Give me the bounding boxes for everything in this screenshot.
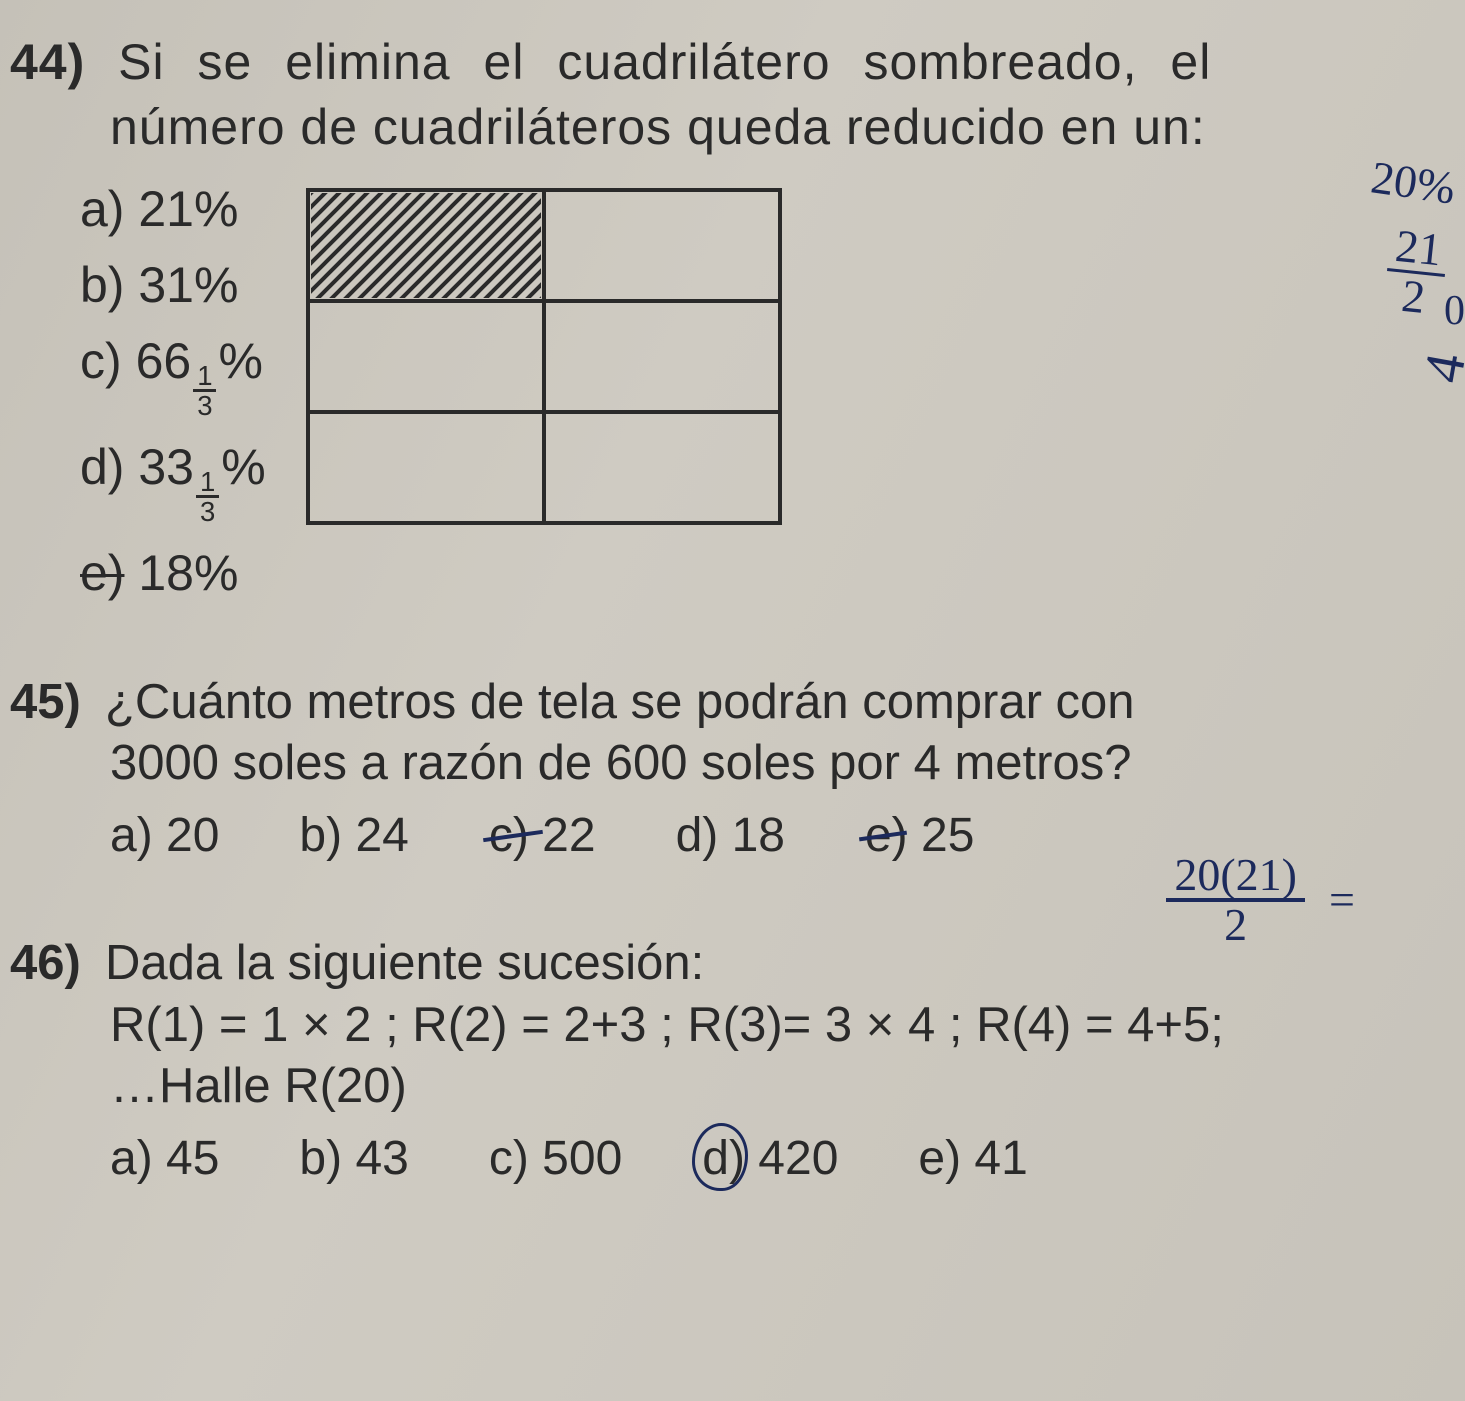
question-45: 45)¿Cuánto metros de tela se podrán comp… bbox=[10, 672, 1425, 864]
grid-cell bbox=[544, 301, 780, 412]
q46-stem-line2: R(1) = 1 × 2 ; R(2) = 2+3 ; R(3)= 3 × 4 … bbox=[110, 995, 1425, 1056]
opt-prefix: 66 bbox=[136, 333, 192, 389]
worksheet-page: 44) Si se elimina el cuadrilátero sombre… bbox=[0, 0, 1465, 1401]
q44-stem-line1: Si se elimina el cuadrilátero sombreado,… bbox=[118, 34, 1211, 90]
opt-text: 22 bbox=[542, 809, 595, 862]
q46-option-d: d) 420 bbox=[702, 1131, 838, 1186]
opt-text: 420 bbox=[758, 1132, 838, 1185]
opt-label: d) bbox=[702, 1132, 745, 1185]
opt-suffix: % bbox=[218, 333, 262, 389]
opt-label: b) bbox=[80, 257, 124, 313]
q44-option-a: a) 21% bbox=[80, 180, 266, 238]
q45-stem-line1: ¿Cuánto metros de tela se podrán comprar… bbox=[105, 675, 1135, 729]
frac-num: 1 bbox=[193, 362, 216, 393]
q44-option-b: b) 31% bbox=[80, 256, 266, 314]
opt-label: e) bbox=[80, 545, 124, 601]
grid-cell bbox=[308, 412, 544, 523]
opt-text: 43 bbox=[355, 1132, 408, 1185]
q45-option-e: e) 25 bbox=[865, 808, 974, 863]
opt-label: c) bbox=[489, 1132, 529, 1185]
frac-den: 3 bbox=[193, 392, 216, 420]
q45-option-a: a) 20 bbox=[110, 808, 219, 863]
q46-stem-line3: …Halle R(20) bbox=[110, 1056, 1425, 1117]
q44-option-d: d) 3313% bbox=[80, 438, 266, 526]
opt-label: e) bbox=[918, 1132, 961, 1185]
opt-label: b) bbox=[299, 809, 342, 862]
handwriting-q45: 20(21) 2 bbox=[1166, 852, 1305, 948]
grid-cell-shaded bbox=[308, 190, 544, 301]
handwriting-frac-den: 2 bbox=[1166, 902, 1305, 948]
handwriting-20pct: 20% bbox=[1368, 154, 1458, 211]
opt-text: 21% bbox=[138, 181, 238, 237]
q44-body: a) 21% b) 31% c) 6613% d) 3313% e) 18% bbox=[10, 180, 1425, 602]
quadrilateral-grid bbox=[306, 188, 782, 525]
opt-text: 20 bbox=[166, 809, 219, 862]
q44-options: a) 21% b) 31% c) 6613% d) 3313% e) 18% bbox=[80, 180, 266, 602]
opt-label: c) bbox=[80, 333, 122, 389]
opt-text: 25 bbox=[921, 809, 974, 862]
q45-stem-line2: 3000 soles a razón de 600 soles por 4 me… bbox=[110, 733, 1425, 794]
q45-number: 45) bbox=[10, 672, 105, 733]
q44-figure bbox=[306, 188, 782, 602]
q46-stem-line1: Dada la siguiente sucesión: bbox=[105, 936, 704, 990]
opt-label: a) bbox=[110, 1132, 153, 1185]
grid-cell bbox=[308, 301, 544, 412]
opt-text: 45 bbox=[166, 1132, 219, 1185]
handwriting-frac-den: 2 bbox=[1382, 271, 1444, 323]
q46-option-a: a) 45 bbox=[110, 1131, 219, 1186]
q46-number: 46) bbox=[10, 933, 105, 994]
frac-num: 1 bbox=[196, 468, 219, 499]
q44-stem-line2: número de cuadriláteros queda reducido e… bbox=[110, 95, 1425, 160]
fraction: 13 bbox=[196, 468, 219, 526]
q46-option-c: c) 500 bbox=[489, 1131, 622, 1186]
hatch-icon bbox=[311, 193, 541, 298]
q44-number: 44) bbox=[10, 34, 85, 90]
q44-option-c: c) 6613% bbox=[80, 332, 266, 420]
opt-text: 41 bbox=[974, 1132, 1027, 1185]
q45-stem: 45)¿Cuánto metros de tela se podrán comp… bbox=[10, 672, 1425, 795]
q44-option-e: e) 18% bbox=[80, 544, 266, 602]
q46-options: a) 45 b) 43 c) 500 d) 420 e) 41 bbox=[110, 1131, 1425, 1186]
opt-label: a) bbox=[110, 809, 153, 862]
q44-stem: 44) Si se elimina el cuadrilátero sombre… bbox=[10, 30, 1425, 160]
opt-suffix: % bbox=[221, 439, 265, 495]
opt-label: a) bbox=[80, 181, 124, 237]
fraction: 13 bbox=[193, 362, 216, 420]
q45-option-b: b) 24 bbox=[299, 808, 408, 863]
q46-option-b: b) 43 bbox=[299, 1131, 408, 1186]
q45-option-d: d) 18 bbox=[676, 808, 785, 863]
question-44: 44) Si se elimina el cuadrilátero sombre… bbox=[10, 30, 1425, 602]
handwriting-frac-num: 20(21) bbox=[1166, 852, 1305, 902]
opt-label: b) bbox=[299, 1132, 342, 1185]
opt-text: 24 bbox=[355, 809, 408, 862]
grid-cell bbox=[544, 412, 780, 523]
opt-text: 18% bbox=[138, 545, 238, 601]
grid-cell bbox=[544, 190, 780, 301]
q46-stem: 46)Dada la siguiente sucesión: R(1) = 1 … bbox=[10, 933, 1425, 1117]
opt-prefix: 33 bbox=[138, 439, 194, 495]
handwriting-0: 0 bbox=[1444, 290, 1465, 332]
opt-text: 500 bbox=[542, 1132, 622, 1185]
frac-den: 3 bbox=[196, 498, 219, 526]
opt-label: e) bbox=[865, 809, 908, 862]
opt-label: c) bbox=[489, 809, 529, 862]
q46-option-e: e) 41 bbox=[918, 1131, 1027, 1186]
handwriting-equals: = bbox=[1329, 877, 1355, 923]
opt-label: d) bbox=[80, 439, 124, 495]
opt-text: 31% bbox=[138, 257, 238, 313]
opt-text: 18 bbox=[732, 809, 785, 862]
q45-option-c: c) 22 bbox=[489, 808, 596, 863]
question-46: 46)Dada la siguiente sucesión: R(1) = 1 … bbox=[10, 933, 1425, 1186]
opt-label: d) bbox=[676, 809, 719, 862]
handwriting-frac-num: 21 bbox=[1387, 222, 1450, 277]
